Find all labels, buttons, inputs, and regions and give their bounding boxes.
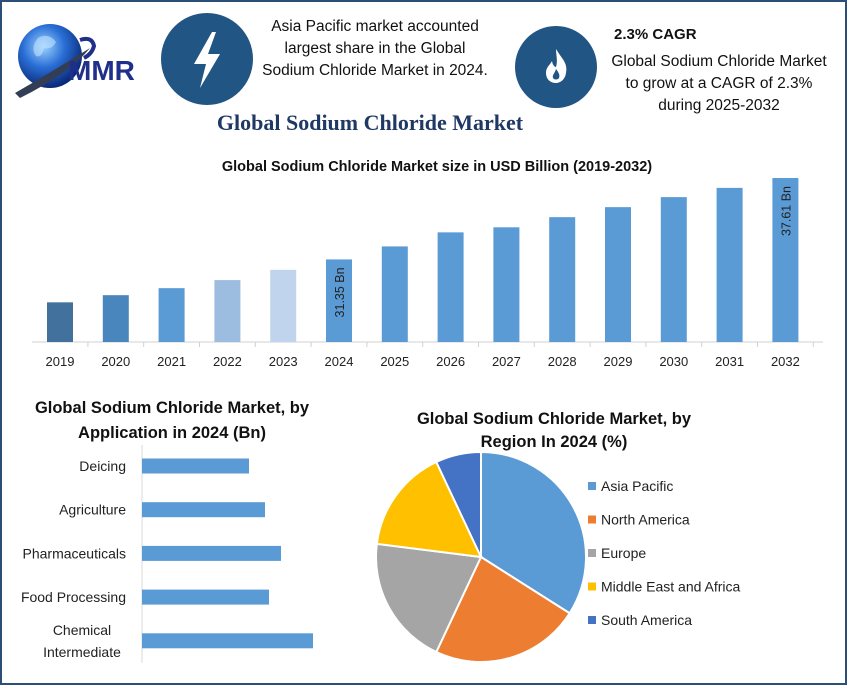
highlight-cagr: Global Sodium Chloride Market to grow at… xyxy=(594,51,844,117)
highlight-cagr-line: during 2025-2032 xyxy=(658,97,780,114)
legend-swatch xyxy=(588,582,596,591)
x-tick-label: 2032 xyxy=(771,354,800,369)
x-tick-label: 2025 xyxy=(380,354,409,369)
x-tick-label: 2030 xyxy=(659,354,688,369)
lightning-icon xyxy=(161,13,253,105)
bar-2020 xyxy=(102,295,129,342)
bar-2032 xyxy=(772,178,799,342)
legend-swatch xyxy=(588,482,596,490)
bar-pharmaceuticals xyxy=(142,545,281,561)
legend-label: South America xyxy=(601,612,692,628)
legend-swatch xyxy=(588,549,596,557)
category-label: Food Processing xyxy=(21,589,126,605)
pie-slice-south-america xyxy=(434,450,482,558)
x-tick-label: 2026 xyxy=(436,354,465,369)
bar-2025 xyxy=(381,246,408,342)
highlight-cagr-line: to grow at a CAGR of 2.3% xyxy=(625,75,813,92)
bar-deicing xyxy=(142,458,249,474)
category-label: Intermediate xyxy=(43,644,121,660)
highlight-region-line: largest share in the Global xyxy=(284,40,466,57)
x-tick-label: 2020 xyxy=(101,354,130,369)
legend-label: Middle East and Africa xyxy=(601,579,741,595)
page-title: Global Sodium Chloride Market xyxy=(216,110,524,135)
legend-swatch xyxy=(588,515,596,524)
bar-2024 xyxy=(326,259,352,342)
x-tick-label: 2028 xyxy=(548,354,577,369)
category-label: Pharmaceuticals xyxy=(23,545,127,561)
application-chart-title: Global Sodium Chloride Market, by xyxy=(35,399,310,417)
highlight-region-line: Asia Pacific market accounted xyxy=(271,18,479,35)
flame-icon xyxy=(515,26,597,108)
globe-icon xyxy=(18,24,82,88)
bar-agriculture xyxy=(142,502,265,518)
bar-food-processing xyxy=(142,589,269,605)
highlight-cagr-line: Global Sodium Chloride Market xyxy=(611,53,827,70)
x-tick-label: 2031 xyxy=(715,354,744,369)
x-tick-label: 2029 xyxy=(604,354,633,369)
highlight-region: Asia Pacific market accounted largest sh… xyxy=(240,16,510,82)
mmr-logo: MMR xyxy=(15,24,135,98)
bar-2030 xyxy=(660,197,687,342)
cagr-heading: 2.3% CAGR xyxy=(614,26,697,43)
bar-2019 xyxy=(47,302,73,342)
bar-2029 xyxy=(605,207,631,342)
data-label: 37.61 Bn xyxy=(779,186,793,236)
x-tick-label: 2019 xyxy=(46,354,75,369)
category-label: Deicing xyxy=(79,458,126,474)
legend-label: Asia Pacific xyxy=(601,478,673,494)
region-chart-title: Region In 2024 (%) xyxy=(481,433,628,451)
bar-2026 xyxy=(437,232,464,342)
category-label: Chemical xyxy=(53,622,111,638)
legend-label: Europe xyxy=(601,545,646,561)
data-label: 31.35 Bn xyxy=(333,267,347,317)
bar-2023 xyxy=(270,269,297,342)
legend-swatch xyxy=(588,616,596,624)
bar-2028 xyxy=(549,217,576,342)
highlight-region-line: Sodium Chloride Market in 2024. xyxy=(262,62,488,79)
bar-2027 xyxy=(493,227,520,342)
bar-2021 xyxy=(158,288,185,342)
bar-chart-title: Global Sodium Chloride Market size in US… xyxy=(222,159,652,175)
legend-label: North America xyxy=(601,512,690,528)
x-tick-label: 2021 xyxy=(157,354,186,369)
category-label: Agriculture xyxy=(59,502,126,518)
region-chart-title: Global Sodium Chloride Market, by xyxy=(417,410,692,428)
bar-chemical-intermediate xyxy=(142,633,313,649)
pie-slice-middle-east-and-africa xyxy=(375,460,483,559)
bar-2022 xyxy=(214,280,241,342)
x-tick-label: 2023 xyxy=(269,354,298,369)
application-chart-title: Application in 2024 (Bn) xyxy=(78,424,266,442)
x-tick-label: 2024 xyxy=(325,354,354,369)
x-tick-label: 2022 xyxy=(213,354,242,369)
bar-2031 xyxy=(716,187,743,342)
pie-slice-europe xyxy=(375,542,483,654)
logo-text: MMR xyxy=(68,55,135,86)
x-tick-label: 2027 xyxy=(492,354,521,369)
